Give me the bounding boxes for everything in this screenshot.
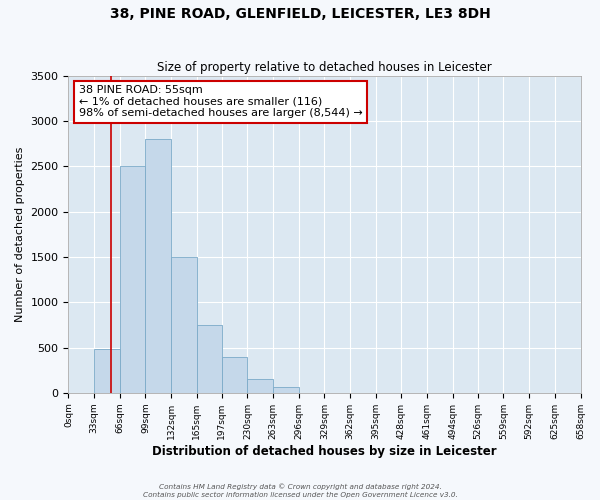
Bar <box>120 166 145 393</box>
Bar <box>145 139 171 393</box>
Bar <box>197 325 222 393</box>
Bar <box>247 380 273 393</box>
Bar <box>273 388 299 393</box>
Bar <box>222 356 247 393</box>
X-axis label: Distribution of detached houses by size in Leicester: Distribution of detached houses by size … <box>152 444 497 458</box>
Text: 38 PINE ROAD: 55sqm
← 1% of detached houses are smaller (116)
98% of semi-detach: 38 PINE ROAD: 55sqm ← 1% of detached hou… <box>79 85 362 118</box>
Bar <box>94 350 120 393</box>
Y-axis label: Number of detached properties: Number of detached properties <box>15 146 25 322</box>
Bar <box>171 257 197 393</box>
Text: 38, PINE ROAD, GLENFIELD, LEICESTER, LE3 8DH: 38, PINE ROAD, GLENFIELD, LEICESTER, LE3… <box>110 8 490 22</box>
Text: Contains HM Land Registry data © Crown copyright and database right 2024.
Contai: Contains HM Land Registry data © Crown c… <box>143 484 457 498</box>
Title: Size of property relative to detached houses in Leicester: Size of property relative to detached ho… <box>157 62 492 74</box>
